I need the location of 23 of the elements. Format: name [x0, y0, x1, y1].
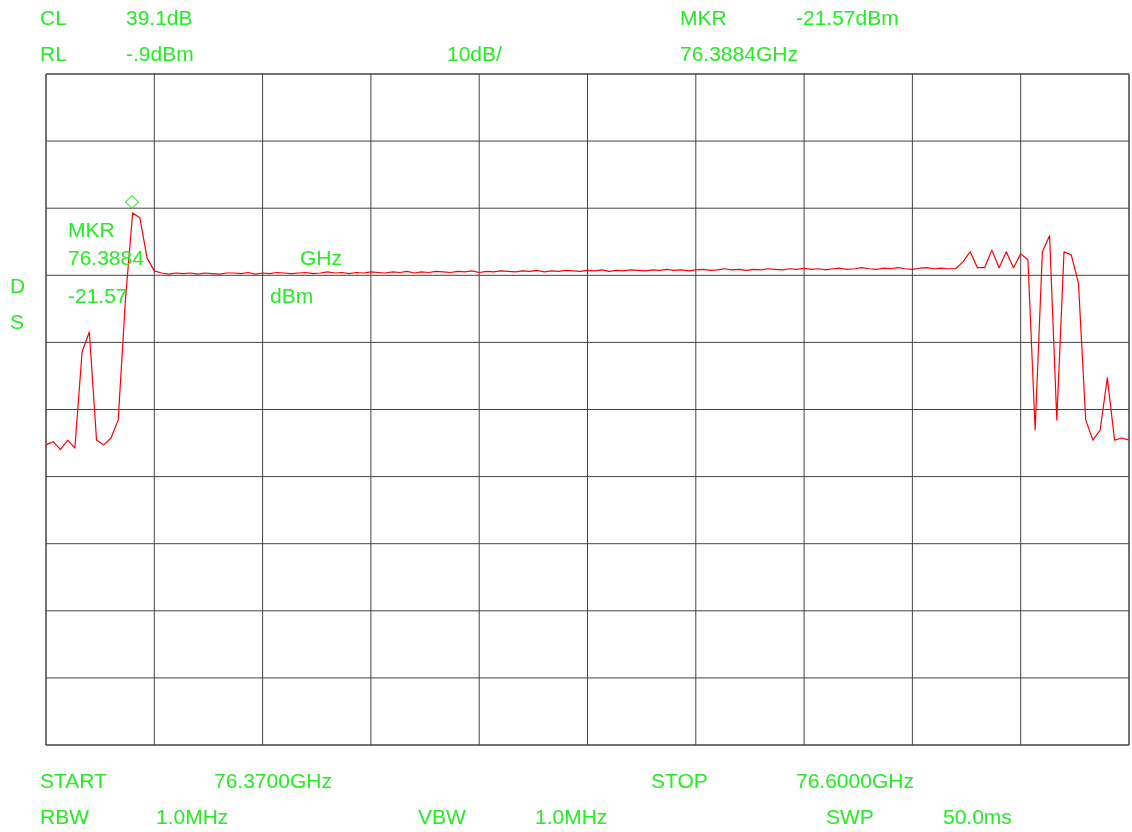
text: -.9dBm [126, 42, 194, 66]
annotation: dBm [270, 284, 314, 308]
text: SWP [826, 805, 874, 829]
text: 76.6000GHz [796, 769, 914, 793]
text: STOP [651, 769, 708, 793]
text: -21.57dBm [796, 6, 899, 30]
text: 50.0ms [943, 805, 1012, 829]
text: START [40, 769, 107, 793]
text: 1.0MHz [535, 805, 608, 829]
text: D [10, 274, 26, 298]
text: 76.3700GHz [214, 769, 332, 793]
text: VBW [418, 805, 466, 829]
text: RL [40, 42, 67, 66]
text: 1.0MHz [156, 805, 229, 829]
text: 39.1dB [126, 6, 193, 30]
text: 10dB/ [447, 42, 502, 66]
text: 76.3884GHz [680, 42, 798, 66]
text: CL [40, 6, 67, 30]
annotation: MKR [68, 218, 115, 242]
text: RBW [40, 805, 89, 829]
annotation: GHz [300, 246, 342, 270]
text: S [10, 310, 25, 334]
text: MKR [680, 6, 727, 30]
